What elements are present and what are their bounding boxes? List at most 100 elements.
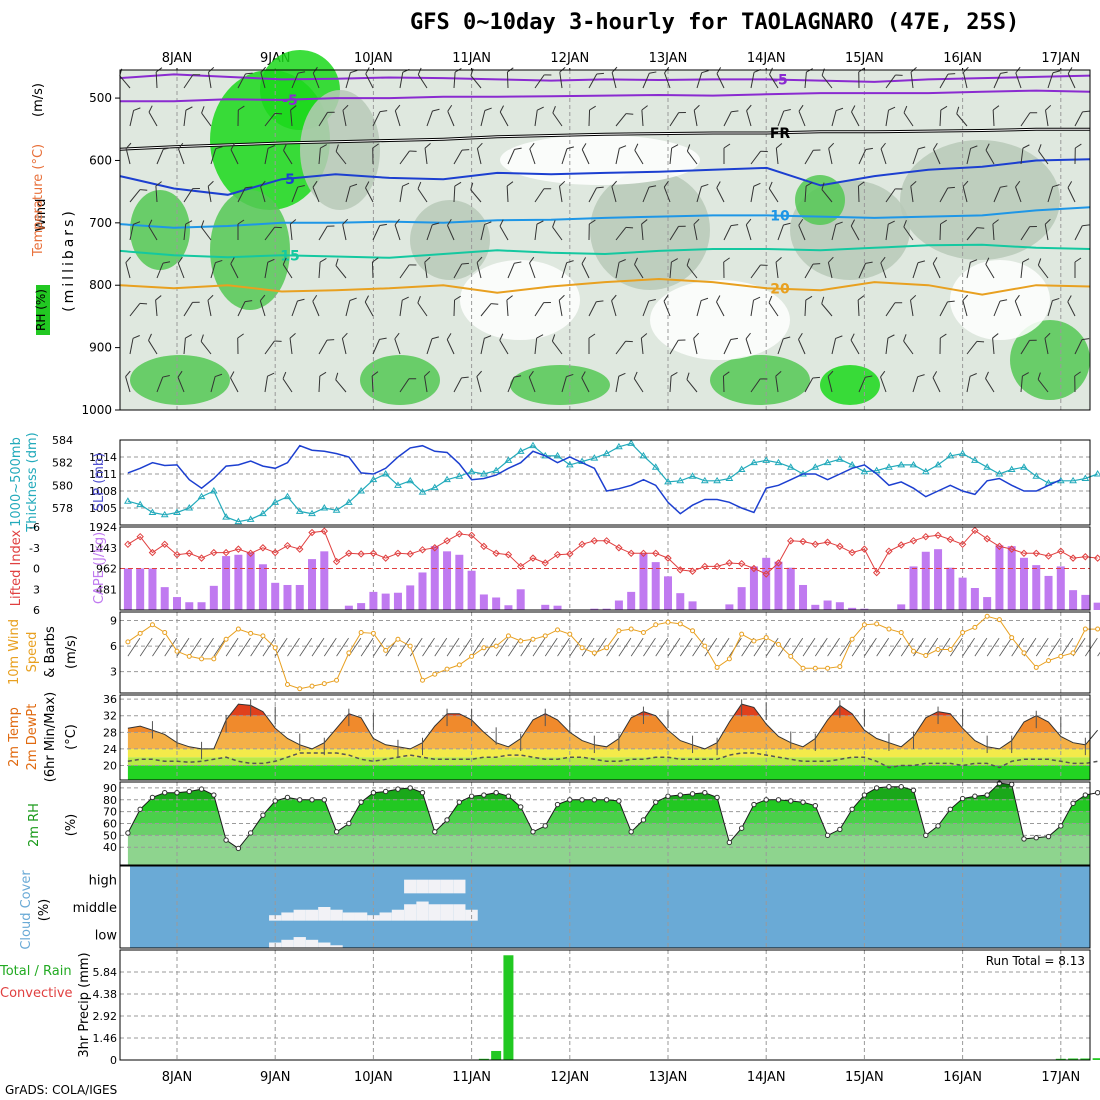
- li-marker: [860, 545, 869, 553]
- wind-barb-flag: [678, 225, 686, 227]
- wind-barb-flag: [267, 372, 275, 377]
- wind10m-barb: [164, 637, 178, 657]
- wind-barb-shaft: [200, 341, 212, 355]
- wind10m-marker: [211, 656, 217, 662]
- wind-barb-shaft: [210, 148, 217, 165]
- wind10m-barb: [925, 637, 939, 657]
- wind-barb-shaft: [686, 265, 698, 279]
- wind-barb: [885, 106, 896, 127]
- rh-shade: [590, 170, 710, 290]
- wind10m-marker: [1046, 658, 1052, 664]
- wind-barb-shaft: [992, 109, 995, 127]
- wind-barb-flag: [148, 333, 152, 341]
- wind-barb: [183, 187, 200, 203]
- wind-barb-shaft: [939, 187, 949, 203]
- wind10m-barb: [188, 637, 202, 657]
- cape-bar: [970, 587, 979, 610]
- cape-bar: [271, 582, 280, 610]
- temp-band: [127, 765, 1090, 780]
- li-marker: [443, 537, 451, 545]
- wind-barb-flag: [663, 180, 669, 188]
- wind-barb-shaft: [777, 338, 784, 355]
- wind10m-barb: [999, 637, 1012, 657]
- date-label-top: 12JAN: [550, 51, 589, 66]
- cape-bar: [958, 577, 967, 610]
- cape-bar: [393, 592, 402, 610]
- wind-barb-shaft: [264, 376, 268, 393]
- wind-barb: [551, 334, 563, 355]
- li-line: [127, 529, 1098, 575]
- wind-barb-shaft: [641, 110, 644, 127]
- li-marker: [897, 541, 905, 549]
- date-label-bottom: 9JAN: [260, 1070, 291, 1085]
- isotherm-line-inner: [119, 128, 1090, 150]
- wind-barb-flag: [537, 106, 544, 111]
- wind-barb: [903, 219, 914, 241]
- wind10m-barb: [888, 637, 902, 657]
- wind-barb-shaft: [264, 262, 269, 279]
- wind-barb-flag: [230, 257, 235, 264]
- li-marker: [848, 548, 856, 557]
- wind-barb: [850, 333, 860, 355]
- wind-barb-flag: [783, 108, 791, 112]
- wind-barb-flag: [917, 374, 925, 378]
- cape-bar: [344, 605, 353, 610]
- wind-barb-flag: [327, 225, 335, 227]
- wind10m-barb: [643, 637, 656, 657]
- wind-barb: [552, 220, 563, 241]
- temp-tick-label: 32: [103, 710, 117, 723]
- wind-barb: [939, 105, 948, 127]
- wind10m-marker: [518, 638, 524, 644]
- wind-barb-flag: [783, 222, 791, 226]
- ylabel-rh-units: (%): [64, 814, 79, 837]
- rh-marker: [198, 786, 205, 792]
- wind-barb-flag: [850, 219, 855, 227]
- wind-barb: [237, 105, 245, 127]
- wind10m-barb: [397, 637, 411, 657]
- cloud-cell: [318, 907, 331, 921]
- wind10m-marker: [788, 653, 794, 659]
- wind-barb-shaft: [993, 187, 1001, 203]
- wind-barb-shaft: [777, 110, 785, 127]
- wind-barb: [777, 108, 791, 127]
- wind-barb-flag: [798, 218, 804, 226]
- wind-barb: [939, 300, 955, 317]
- wind-barb-shaft: [534, 224, 538, 241]
- wind10m-marker: [542, 633, 548, 639]
- wind-barb: [1045, 104, 1052, 127]
- wind-barb-flag: [424, 370, 431, 377]
- wind-barb-flag: [999, 299, 1008, 302]
- cape-bar: [823, 600, 832, 610]
- wind-barb-flag: [477, 142, 483, 149]
- wind-barb-flag: [641, 333, 648, 339]
- thickness-marker: [737, 465, 746, 472]
- wind-barb-flag: [775, 370, 782, 377]
- wind-barb-flag: [319, 371, 327, 377]
- li-marker: [811, 540, 820, 548]
- wind-barb: [1037, 258, 1049, 279]
- wind10m-marker: [763, 635, 769, 641]
- wind-barb: [394, 218, 401, 241]
- wind-barb-shaft: [831, 110, 837, 127]
- wind10m-barb: [962, 637, 975, 657]
- wind-barb: [1074, 143, 1082, 165]
- wind-barb-shaft: [885, 302, 896, 317]
- wind10m-barb: [458, 637, 472, 657]
- wind-barb-shaft: [148, 111, 158, 127]
- wind-barb: [335, 144, 347, 165]
- wind-barb-shaft: [125, 376, 131, 393]
- rh-marker: [824, 832, 831, 839]
- wind-barb-flag: [940, 219, 947, 225]
- wind-barb-shaft: [821, 75, 833, 89]
- li-marker: [1020, 549, 1028, 557]
- wind10m-barb: [630, 637, 644, 657]
- wind-barb-shaft: [156, 376, 164, 393]
- wind-barb: [768, 181, 779, 203]
- wind-barb-flag: [917, 260, 926, 264]
- wind-barb-shaft: [230, 377, 239, 393]
- wind-barb-shaft: [453, 185, 456, 203]
- wind-barb-shaft: [804, 377, 814, 393]
- wind10m-barb: [692, 637, 705, 657]
- li-marker: [394, 549, 402, 557]
- wind-barb: [558, 294, 565, 317]
